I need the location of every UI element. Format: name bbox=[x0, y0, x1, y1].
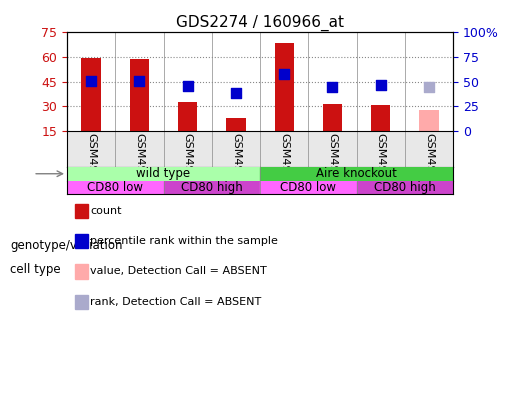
Bar bbox=[419, 110, 439, 131]
Bar bbox=[260, 167, 453, 181]
Text: GSM49736: GSM49736 bbox=[231, 132, 241, 193]
Bar bbox=[260, 181, 356, 194]
Bar bbox=[163, 181, 260, 194]
Text: count: count bbox=[90, 206, 122, 215]
Text: GSM49733: GSM49733 bbox=[279, 132, 289, 193]
Point bbox=[87, 77, 95, 84]
Bar bbox=[178, 102, 197, 131]
Text: wild type: wild type bbox=[136, 167, 191, 180]
Text: GSM49738: GSM49738 bbox=[134, 132, 144, 194]
Text: percentile rank within the sample: percentile rank within the sample bbox=[90, 236, 278, 246]
Text: CD80 high: CD80 high bbox=[181, 181, 243, 194]
Point bbox=[425, 84, 433, 91]
Text: GSM49732: GSM49732 bbox=[424, 132, 434, 194]
Point bbox=[376, 82, 385, 88]
Bar bbox=[274, 43, 294, 131]
Bar bbox=[67, 167, 260, 181]
Text: GSM49731: GSM49731 bbox=[376, 132, 386, 193]
Point bbox=[183, 83, 192, 89]
Text: GSM49735: GSM49735 bbox=[183, 132, 193, 193]
Text: GSM49734: GSM49734 bbox=[328, 132, 337, 194]
Text: CD80 low: CD80 low bbox=[280, 181, 336, 194]
Bar bbox=[130, 60, 149, 131]
Text: cell type: cell type bbox=[10, 263, 61, 276]
Point bbox=[232, 90, 240, 96]
Text: rank, Detection Call = ABSENT: rank, Detection Call = ABSENT bbox=[90, 297, 262, 307]
Bar bbox=[371, 104, 390, 131]
Point bbox=[135, 77, 144, 84]
Bar bbox=[81, 58, 101, 131]
Text: GSM49737: GSM49737 bbox=[86, 132, 96, 194]
Point bbox=[280, 71, 288, 77]
Bar bbox=[323, 104, 342, 131]
Text: CD80 high: CD80 high bbox=[374, 181, 436, 194]
Text: value, Detection Call = ABSENT: value, Detection Call = ABSENT bbox=[90, 266, 267, 276]
Text: CD80 low: CD80 low bbox=[87, 181, 143, 194]
Bar bbox=[356, 181, 453, 194]
Point bbox=[329, 84, 337, 90]
Title: GDS2274 / 160966_at: GDS2274 / 160966_at bbox=[176, 15, 344, 31]
Bar bbox=[226, 119, 246, 131]
Text: Aire knockout: Aire knockout bbox=[316, 167, 397, 180]
Text: genotype/variation: genotype/variation bbox=[10, 239, 123, 252]
Bar bbox=[67, 181, 163, 194]
